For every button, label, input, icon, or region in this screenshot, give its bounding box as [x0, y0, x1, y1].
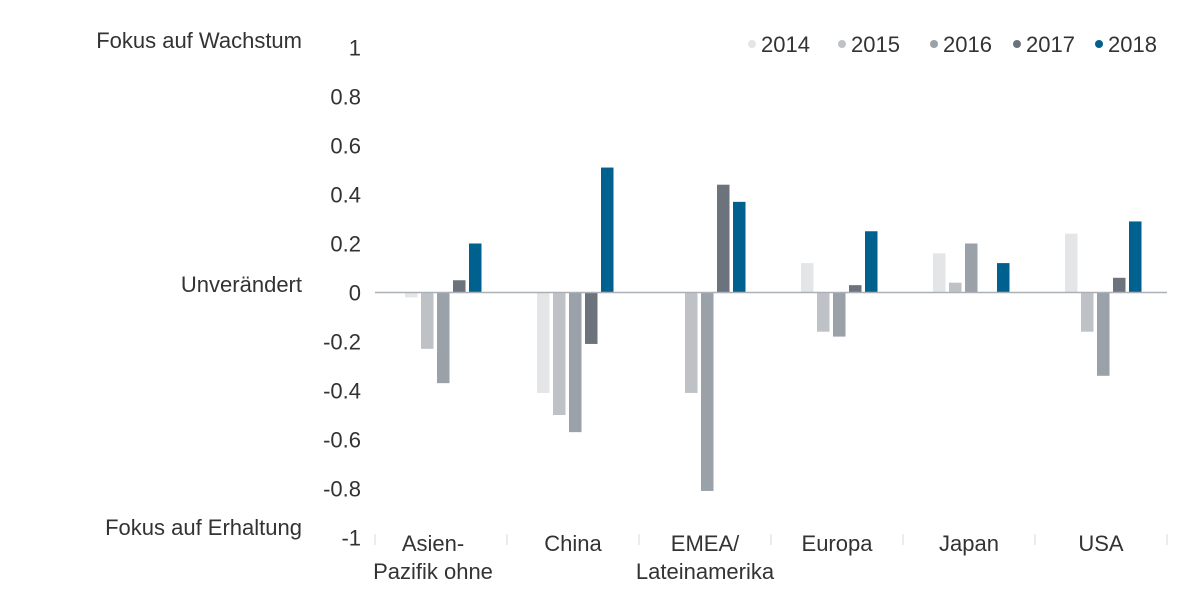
y-tick-label: -0.8: [323, 477, 361, 502]
bar-2018: [1129, 221, 1142, 293]
x-tick-label: EMEA/Lateinamerika: [636, 531, 775, 584]
x-tick-label-line: Lateinamerika: [636, 559, 775, 584]
bar-2015: [817, 292, 830, 332]
bar-2015: [685, 292, 698, 393]
x-tick-label-line: Europa: [802, 531, 874, 556]
legend-label-2015: 2015: [851, 32, 900, 57]
y-tick-label: 0: [349, 281, 361, 306]
annotation-bottom: Fokus auf Erhaltung: [105, 515, 302, 540]
bar-2015: [421, 292, 434, 349]
bar-2014: [933, 253, 946, 293]
x-tick-label-line: EMEA/: [671, 531, 740, 556]
bar-2014: [405, 292, 418, 298]
legend-label-2016: 2016: [943, 32, 992, 57]
legend-marker-2015: [838, 40, 846, 48]
bar-2017: [849, 285, 862, 293]
x-tick-label-line: USA: [1078, 531, 1124, 556]
bar-2018: [865, 231, 878, 293]
bar-2016: [1097, 292, 1110, 376]
x-tick-label-line: Pazifik ohne: [373, 559, 493, 584]
legend-label-2017: 2017: [1026, 32, 1075, 57]
y-tick-label: -0.2: [323, 330, 361, 355]
y-tick-label: 0.8: [330, 85, 361, 110]
bar-2017: [453, 280, 466, 293]
bar-2017: [585, 292, 598, 344]
legend-marker-2014: [748, 40, 756, 48]
annotation-middle: Unverändert: [181, 272, 302, 297]
x-tick-label-line: Asien-: [402, 531, 464, 556]
bar-2016: [437, 292, 450, 384]
bar-2014: [537, 292, 550, 393]
bar-2015: [1081, 292, 1094, 332]
y-tick-label: -0.4: [323, 379, 361, 404]
legend-label-2018: 2018: [1108, 32, 1157, 57]
bar-2014: [801, 263, 814, 293]
annotation-top: Fokus auf Wachstum: [96, 28, 302, 53]
y-tick-label: 0.6: [330, 134, 361, 159]
x-axis-labels: Asien- Pazifik ohne China EMEA/Lateinamerik…: [373, 531, 1124, 584]
x-axis: [374, 291, 1168, 545]
bar-2016: [833, 292, 846, 337]
bar-2016: [965, 243, 978, 293]
x-tick-label: Europa: [802, 531, 874, 556]
bar-2017: [1113, 277, 1126, 293]
legend: 2014 2015 2016 2017 2018: [748, 32, 1157, 57]
bar-2018: [601, 167, 614, 293]
bar-2018: [733, 201, 746, 293]
bar-2014: [1065, 233, 1078, 293]
legend-marker-2017: [1013, 40, 1021, 48]
bar-2016: [569, 292, 582, 433]
bar-2016: [701, 292, 714, 491]
y-tick-label: 0.2: [330, 232, 361, 257]
x-tick-label: Japan: [939, 531, 999, 556]
y-tick-label: 0.4: [330, 183, 361, 208]
bars: [405, 167, 1142, 491]
bar-2018: [469, 243, 482, 293]
x-tick-label: USA: [1078, 531, 1124, 556]
bar-2015: [553, 292, 566, 415]
y-tick-label: -1: [341, 526, 361, 551]
y-tick-label: -0.6: [323, 428, 361, 453]
x-tick-label: Asien- Pazifik ohne: [373, 531, 493, 584]
legend-marker-2016: [930, 40, 938, 48]
bar-2018: [997, 263, 1010, 293]
y-axis-ticks: 1 0.8 0.6 0.4 0.2 0 -0.2 -0.4 -0.6 -0.8 -1: [323, 36, 361, 551]
x-tick-label: China: [544, 531, 602, 556]
y-tick-label: 1: [349, 36, 361, 61]
x-tick-label-line: China: [544, 531, 602, 556]
bar-2015: [949, 282, 962, 293]
bar-2017: [717, 184, 730, 293]
legend-marker-2018: [1095, 40, 1103, 48]
x-tick-label-line: Japan: [939, 531, 999, 556]
legend-label-2014: 2014: [761, 32, 810, 57]
